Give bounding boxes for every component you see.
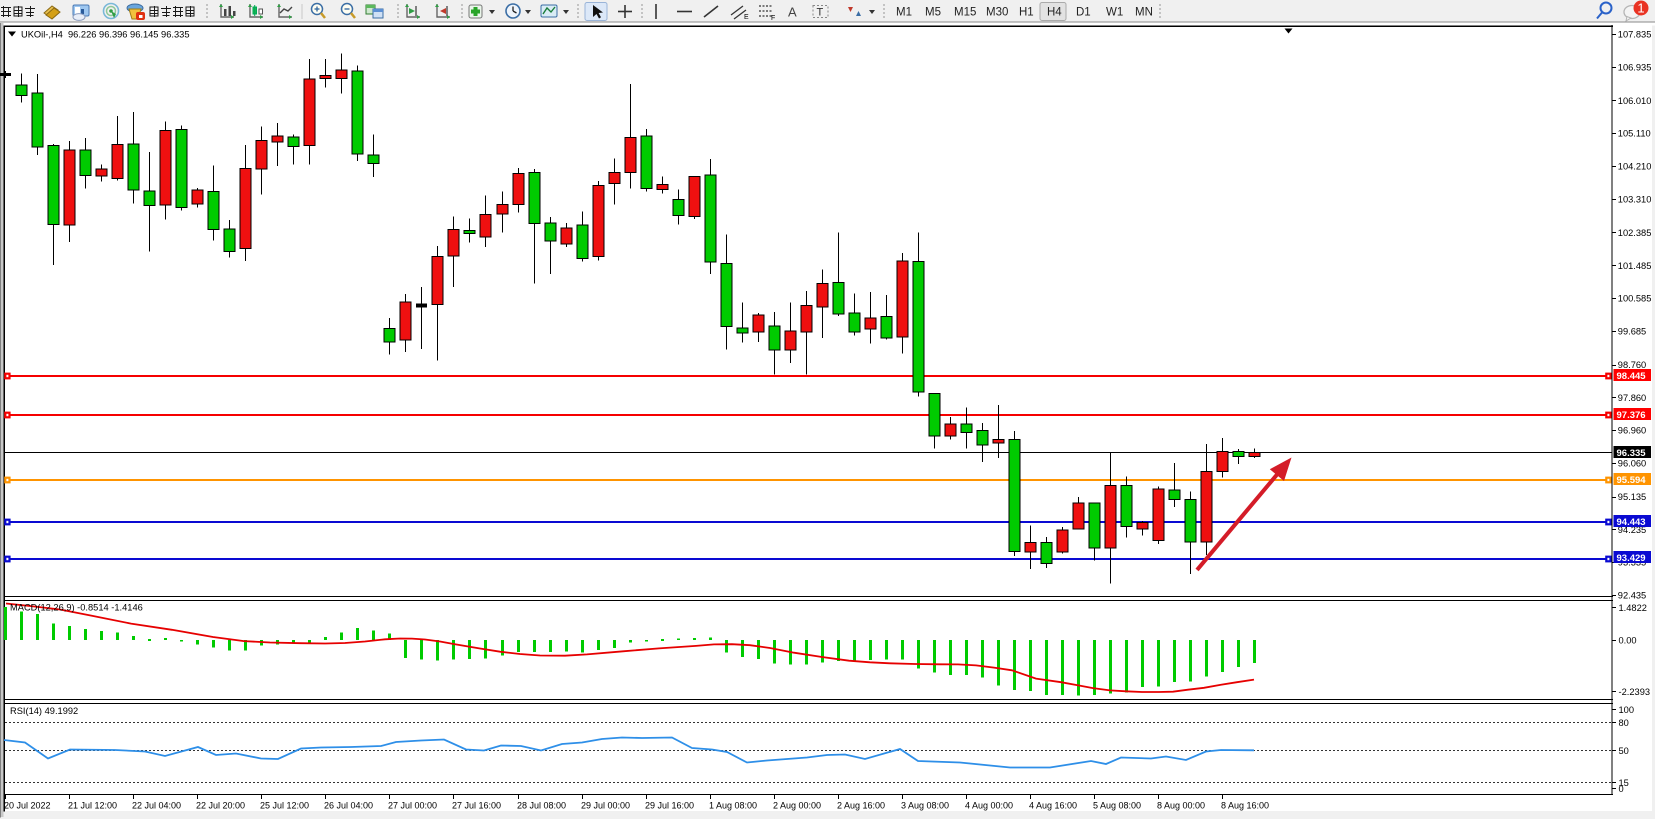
svg-text:A: A — [788, 5, 797, 20]
svg-text:W1: W1 — [1106, 7, 1123, 19]
svg-text:26 Jul 04:00: 26 Jul 04:00 — [324, 801, 373, 811]
svg-text:100: 100 — [1619, 705, 1635, 715]
svg-text:98.445: 98.445 — [1617, 371, 1647, 382]
svg-text:95.594: 95.594 — [1617, 475, 1647, 486]
svg-text:M5: M5 — [925, 7, 941, 19]
svg-text:106.935: 106.935 — [1618, 62, 1652, 72]
svg-text:8 Aug 00:00: 8 Aug 00:00 — [1157, 801, 1205, 811]
svg-text:25 Jul 12:00: 25 Jul 12:00 — [260, 801, 309, 811]
svg-text:1.4822: 1.4822 — [1619, 603, 1647, 613]
svg-text:96.060: 96.060 — [1618, 458, 1646, 468]
svg-text:104.210: 104.210 — [1618, 162, 1652, 172]
svg-text:MACD(12,26,9) -0.8514 -1.4146: MACD(12,26,9) -0.8514 -1.4146 — [10, 603, 143, 613]
svg-text:101.485: 101.485 — [1618, 261, 1652, 271]
svg-text:0: 0 — [1619, 784, 1624, 794]
svg-text:96.335: 96.335 — [1617, 448, 1647, 459]
svg-text:97.376: 97.376 — [1617, 410, 1646, 421]
svg-text:21 Jul 12:00: 21 Jul 12:00 — [68, 801, 117, 811]
svg-text:50: 50 — [1619, 746, 1629, 756]
svg-text:4 Aug 00:00: 4 Aug 00:00 — [965, 801, 1013, 811]
svg-text:103.310: 103.310 — [1618, 194, 1652, 204]
svg-text:29 Jul 16:00: 29 Jul 16:00 — [645, 801, 694, 811]
svg-text:1 Aug 08:00: 1 Aug 08:00 — [709, 801, 757, 811]
svg-text:1: 1 — [1637, 1, 1644, 16]
svg-text:22 Jul 20:00: 22 Jul 20:00 — [196, 801, 245, 811]
svg-text:H1: H1 — [1019, 7, 1034, 19]
svg-text:100.585: 100.585 — [1618, 294, 1652, 304]
svg-text:99.685: 99.685 — [1618, 326, 1646, 336]
svg-text:8 Aug 16:00: 8 Aug 16:00 — [1221, 801, 1269, 811]
svg-text:97.860: 97.860 — [1618, 393, 1646, 403]
svg-text:2 Aug 16:00: 2 Aug 16:00 — [837, 801, 885, 811]
svg-text:29 Jul 00:00: 29 Jul 00:00 — [581, 801, 630, 811]
svg-text:80: 80 — [1619, 718, 1629, 728]
svg-text:UKOil-,H4 96.226 96.396 96.14: UKOil-,H4 96.226 96.396 96.145 96.335 — [21, 29, 190, 39]
svg-text:93.429: 93.429 — [1617, 553, 1646, 564]
svg-text:D1: D1 — [1076, 7, 1091, 19]
svg-text:20 Jul 2022: 20 Jul 2022 — [4, 801, 51, 811]
svg-text:F: F — [771, 15, 775, 22]
svg-text:15: 15 — [1619, 778, 1629, 788]
svg-text:106.010: 106.010 — [1618, 96, 1652, 106]
svg-text:96.960: 96.960 — [1618, 426, 1646, 436]
svg-text:27 Jul 00:00: 27 Jul 00:00 — [388, 801, 437, 811]
svg-text:27 Jul 16:00: 27 Jul 16:00 — [452, 801, 501, 811]
svg-text:22 Jul 04:00: 22 Jul 04:00 — [132, 801, 181, 811]
svg-text:105.110: 105.110 — [1618, 129, 1651, 139]
svg-text:5 Aug 08:00: 5 Aug 08:00 — [1093, 801, 1141, 811]
svg-text:102.385: 102.385 — [1618, 228, 1652, 238]
svg-text:T: T — [817, 7, 824, 19]
svg-text:95.135: 95.135 — [1618, 492, 1646, 502]
svg-text:2 Aug 00:00: 2 Aug 00:00 — [773, 801, 821, 811]
svg-text:M30: M30 — [986, 7, 1008, 19]
svg-text:28 Jul 08:00: 28 Jul 08:00 — [517, 801, 566, 811]
svg-text:4 Aug 16:00: 4 Aug 16:00 — [1029, 801, 1077, 811]
svg-text:3 Aug 08:00: 3 Aug 08:00 — [901, 801, 949, 811]
svg-text:RSI(14) 49.1992: RSI(14) 49.1992 — [10, 706, 78, 716]
svg-text:-2.2393: -2.2393 — [1619, 687, 1651, 697]
svg-text:MN: MN — [1135, 7, 1153, 19]
svg-text:0.00: 0.00 — [1619, 636, 1637, 646]
svg-text:H4: H4 — [1047, 7, 1062, 19]
svg-text:92.435: 92.435 — [1618, 590, 1646, 600]
svg-text:98.760: 98.760 — [1618, 360, 1646, 370]
svg-text:M1: M1 — [896, 7, 912, 19]
svg-text:E: E — [744, 14, 749, 21]
svg-text:107.835: 107.835 — [1618, 30, 1652, 40]
svg-text:M15: M15 — [954, 7, 976, 19]
svg-text:94.235: 94.235 — [1618, 525, 1646, 535]
svg-text:94.443: 94.443 — [1617, 517, 1646, 528]
